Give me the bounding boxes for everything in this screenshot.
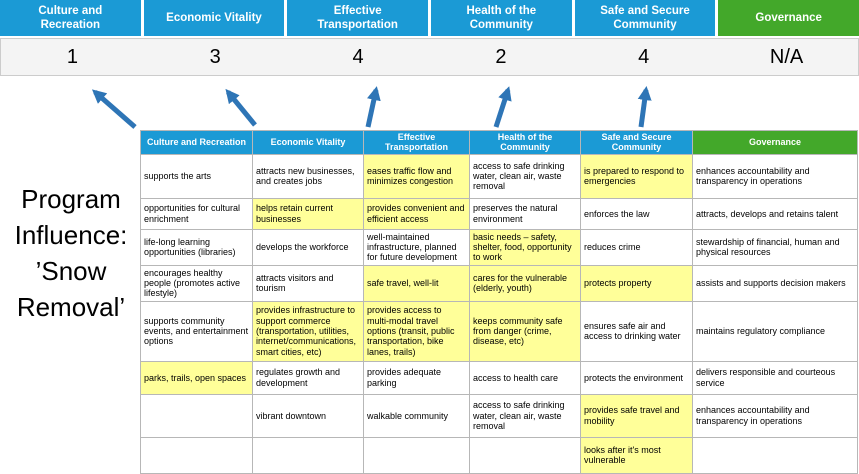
matrix-cell: access to safe drinking water, clean air… — [469, 393, 581, 438]
arrow-safe-secure-community — [637, 86, 652, 128]
score-economic-vitality: 3 — [209, 45, 221, 68]
matrix-cell: enhances accountability and transparency… — [692, 393, 858, 438]
score-health-community: 2 — [495, 45, 507, 68]
matrix-cell-highlighted: eases traffic flow and minimizes congest… — [363, 153, 470, 199]
matrix-cell-highlighted: looks after it's most vulnerable — [580, 436, 693, 474]
matrix-cell: attracts visitors and tourism — [252, 264, 364, 302]
matrix-cell: reduces crime — [580, 228, 693, 266]
pillar-header-health-community: Health of the Community — [431, 0, 572, 36]
matrix-row: encourages healthy people (promotes acti… — [140, 264, 858, 302]
matrix-cell: regulates growth and development — [252, 360, 364, 395]
matrix-row: vibrant downtown walkable community access… — [140, 393, 858, 438]
matrix-cell — [252, 436, 364, 474]
matrix-cell — [363, 436, 470, 474]
influence-matrix: Culture and Recreation Economic Vitality E… — [140, 130, 858, 474]
matrix-header: Economic Vitality — [252, 130, 364, 155]
matrix-cell — [140, 393, 253, 438]
matrix-cell-highlighted: safe travel, well-lit — [363, 264, 470, 302]
matrix-cell-highlighted: parks, trails, open spaces — [140, 360, 253, 395]
matrix-cell: opportunities for cultural enrichment — [140, 197, 253, 230]
matrix-cell: protects the environment — [580, 360, 693, 395]
matrix-header: Health of the Community — [469, 130, 581, 155]
matrix-cell: preserves the natural environment — [469, 197, 581, 230]
matrix-cell: supports community events, and entertain… — [140, 300, 253, 362]
influence-arrows — [91, 86, 652, 129]
matrix-cell: enforces the law — [580, 197, 693, 230]
matrix-cell: life-long learning opportunities (librar… — [140, 228, 253, 266]
matrix-cell: assists and supports decision makers — [692, 264, 858, 302]
matrix-cell — [140, 436, 253, 474]
matrix-cell: attracts new businesses, and creates job… — [252, 153, 364, 199]
matrix-row: parks, trails, open spaces regulates grow… — [140, 360, 858, 395]
matrix-cell: supports the arts — [140, 153, 253, 199]
matrix-row: supports the arts attracts new businesses… — [140, 153, 858, 199]
matrix-header: Safe and Secure Community — [580, 130, 693, 155]
matrix-cell-highlighted: provides safe travel and mobility — [580, 393, 693, 438]
score-culture-recreation: 1 — [66, 45, 78, 68]
arrow-health-community — [493, 86, 512, 128]
matrix-cell-highlighted: keeps community safe from danger (crime,… — [469, 300, 581, 362]
matrix-cell — [469, 436, 581, 474]
matrix-cell-highlighted: protects property — [580, 264, 693, 302]
pillar-header-governance: Governance — [718, 0, 859, 36]
matrix-cell: maintains regulatory compliance — [692, 300, 858, 362]
pillar-header-economic-vitality: Economic Vitality — [143, 0, 285, 36]
matrix-header: Effective Transportation — [363, 130, 470, 155]
score-safe-secure-community: 4 — [638, 45, 650, 68]
matrix-cell-highlighted: helps retain current businesses — [252, 197, 364, 230]
matrix-cell: stewardship of financial, human and phys… — [692, 228, 858, 266]
matrix-cell: enhances accountability and transparency… — [692, 153, 858, 199]
matrix-cell: well-maintained infrastructure, planned … — [363, 228, 470, 266]
pillar-header-effective-transportation: Effective Transportation — [287, 0, 428, 36]
score-row: 1 3 4 2 4 N/A — [0, 38, 859, 76]
matrix-cell: access to health care — [469, 360, 581, 395]
matrix-cell: encourages healthy people (promotes acti… — [140, 264, 253, 302]
matrix-cell-highlighted: provides convenient and efficient access — [363, 197, 470, 230]
matrix-row: looks after it's most vulnerable — [140, 436, 858, 474]
matrix-row: opportunities for cultural enrichment hel… — [140, 197, 858, 230]
matrix-header: Culture and Recreation — [140, 130, 253, 155]
program-title: Program Influence: ’Snow Removal’ — [14, 184, 128, 322]
matrix-cell: delivers responsible and courteous servi… — [692, 360, 858, 395]
matrix-cell: walkable community — [363, 393, 470, 438]
matrix-row: supports community events, and entertain… — [140, 300, 858, 362]
score-governance: N/A — [769, 45, 804, 68]
matrix-cell-highlighted: is prepared to respond to emergencies — [580, 153, 693, 199]
arrow-culture-recreation — [91, 89, 137, 129]
pillar-header-safe-secure-community: Safe and Secure Community — [574, 0, 716, 36]
matrix-cell — [692, 436, 858, 474]
matrix-cell: access to safe drinking water, clean air… — [469, 153, 581, 199]
score-effective-transportation: 4 — [352, 45, 364, 68]
arrow-effective-transportation — [365, 86, 381, 128]
matrix-cell-highlighted: provides access to multi-modal travel op… — [363, 300, 470, 362]
matrix-cell: attracts, develops and retains talent — [692, 197, 858, 230]
matrix-cell: develops the workforce — [252, 228, 364, 266]
matrix-cell: provides adequate parking — [363, 360, 470, 395]
matrix-cell: vibrant downtown — [252, 393, 364, 438]
matrix-cell-highlighted: basic needs – safety, shelter, food, opp… — [469, 228, 581, 266]
matrix-cell-highlighted: provides infrastructure to support comme… — [252, 300, 364, 362]
matrix-cell-highlighted: cares for the vulnerable (elderly, youth… — [469, 264, 581, 302]
arrow-economic-vitality — [225, 88, 257, 127]
pillar-header-culture-recreation: Culture and Recreation — [0, 0, 141, 36]
pillar-header-row: Culture and Recreation Economic Vitality… — [0, 0, 859, 36]
matrix-header: Governance — [692, 130, 858, 155]
matrix-cell: ensures safe air and access to drinking … — [580, 300, 693, 362]
influence-matrix-body: Culture and Recreation Economic Vitality E… — [140, 130, 858, 474]
matrix-row: life-long learning opportunities (librar… — [140, 228, 858, 266]
